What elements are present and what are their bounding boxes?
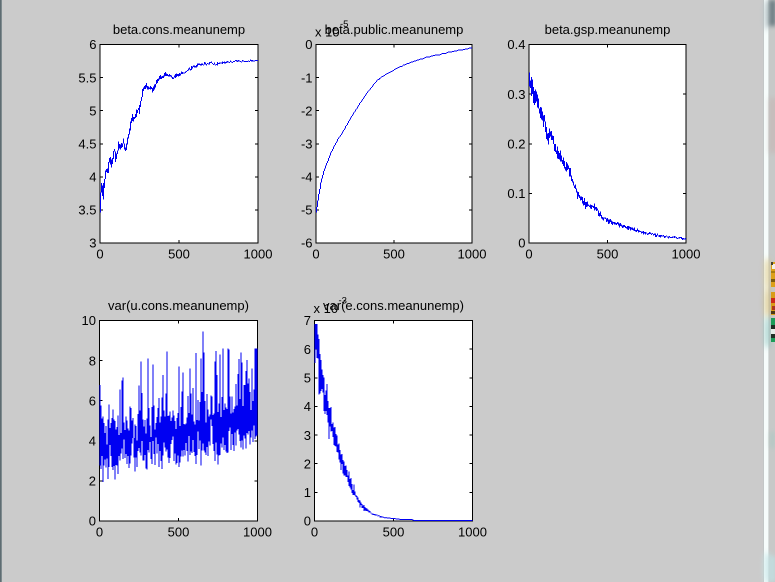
svg-text:beta.cons.meanunemp: beta.cons.meanunemp xyxy=(113,22,245,37)
svg-text:4.5: 4.5 xyxy=(78,136,96,151)
svg-text:0.2: 0.2 xyxy=(507,136,525,151)
svg-text:0: 0 xyxy=(96,247,103,262)
svg-text:-4: -4 xyxy=(301,170,313,185)
svg-text:-6: -6 xyxy=(301,236,313,251)
svg-text:1000: 1000 xyxy=(458,247,487,262)
svg-text:3: 3 xyxy=(89,236,96,251)
svg-text:0: 0 xyxy=(525,247,532,262)
svg-text:3: 3 xyxy=(304,428,311,443)
svg-text:1000: 1000 xyxy=(458,525,487,540)
svg-text:var(u.cons.meanunemp): var(u.cons.meanunemp) xyxy=(108,298,249,313)
svg-text:7: 7 xyxy=(304,313,311,328)
svg-text:-5: -5 xyxy=(340,19,348,30)
svg-text:1000: 1000 xyxy=(244,247,273,262)
svg-text:10: 10 xyxy=(82,313,96,328)
svg-text:2: 2 xyxy=(304,456,311,471)
svg-text:500: 500 xyxy=(168,247,190,262)
svg-text:2: 2 xyxy=(89,474,96,489)
svg-text:6: 6 xyxy=(304,342,311,357)
svg-text:6: 6 xyxy=(89,37,96,52)
svg-text:3.5: 3.5 xyxy=(78,203,96,218)
svg-text:5: 5 xyxy=(89,103,96,118)
svg-text:4: 4 xyxy=(89,434,96,449)
svg-text:5: 5 xyxy=(304,371,311,386)
svg-text:x 10: x 10 xyxy=(314,301,339,316)
svg-text:500: 500 xyxy=(383,525,405,540)
svg-text:0.1: 0.1 xyxy=(507,186,525,201)
svg-text:0.4: 0.4 xyxy=(507,37,525,52)
svg-text:-3: -3 xyxy=(339,296,347,307)
svg-text:8: 8 xyxy=(89,353,96,368)
svg-text:0.3: 0.3 xyxy=(507,87,525,102)
svg-text:4: 4 xyxy=(89,170,96,185)
svg-text:5.5: 5.5 xyxy=(78,70,96,85)
svg-text:500: 500 xyxy=(383,247,405,262)
svg-text:1: 1 xyxy=(304,485,311,500)
svg-text:500: 500 xyxy=(597,247,619,262)
svg-text:0: 0 xyxy=(305,37,312,52)
svg-text:6: 6 xyxy=(89,393,96,408)
svg-text:1000: 1000 xyxy=(672,247,701,262)
svg-text:beta.gsp.meanunemp: beta.gsp.meanunemp xyxy=(545,22,671,37)
svg-text:0: 0 xyxy=(311,525,318,540)
svg-text:var(e.cons.meanunemp): var(e.cons.meanunemp) xyxy=(323,298,464,313)
svg-text:-3: -3 xyxy=(301,136,313,151)
svg-text:beta.public.meanunemp: beta.public.meanunemp xyxy=(325,22,464,37)
svg-text:0: 0 xyxy=(96,525,103,540)
svg-text:x 10: x 10 xyxy=(315,25,340,40)
svg-text:0: 0 xyxy=(518,236,525,251)
svg-text:1000: 1000 xyxy=(243,525,272,540)
svg-text:-2: -2 xyxy=(301,103,313,118)
svg-text:0: 0 xyxy=(89,514,96,529)
svg-text:0: 0 xyxy=(312,247,319,262)
svg-text:-5: -5 xyxy=(301,203,313,218)
svg-text:0: 0 xyxy=(304,514,311,529)
svg-text:500: 500 xyxy=(168,525,190,540)
svg-text:-1: -1 xyxy=(301,70,313,85)
svg-text:4: 4 xyxy=(304,399,311,414)
